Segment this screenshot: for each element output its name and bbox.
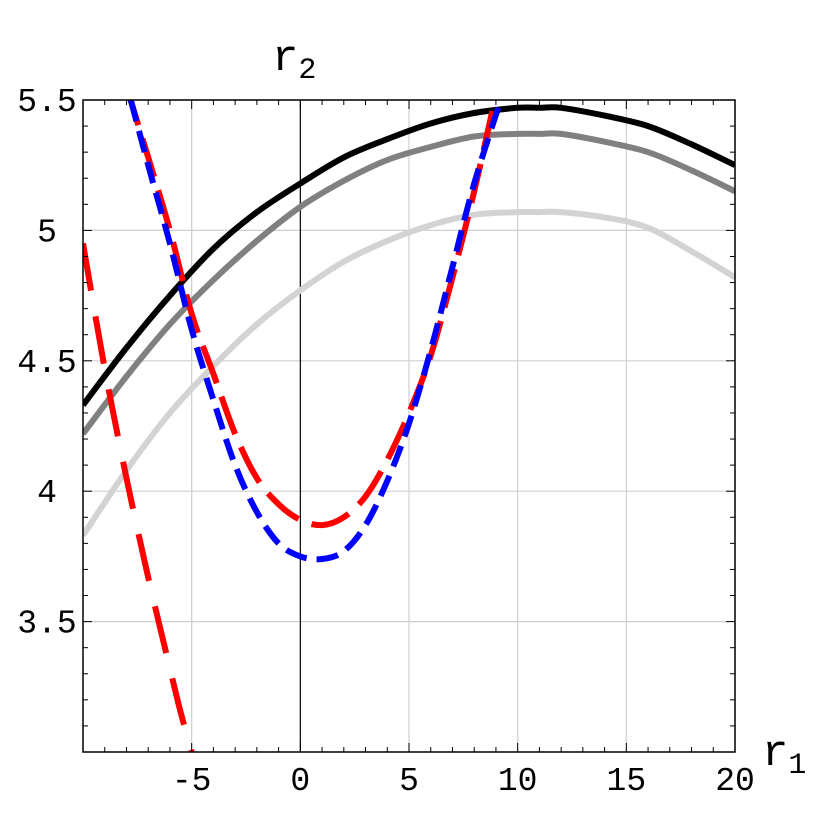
x-tick-label: 20 <box>715 763 755 800</box>
x-tick-label: 5 <box>399 763 419 800</box>
x-axis-title-main: r <box>762 729 788 779</box>
y-axis-title: r2 <box>272 34 316 88</box>
x-axis-title: r1 <box>762 729 806 783</box>
x-tick-label: 10 <box>498 763 538 800</box>
series-line-4 <box>127 100 498 529</box>
label-layer: -5 0 5 10 15 20 3.5 4 4.5 5 5.5 <box>17 84 755 800</box>
series-line-5 <box>127 100 504 563</box>
series-line-6 <box>83 242 195 752</box>
y-tick-label: 5 <box>37 214 57 251</box>
series-line-1 <box>83 104 735 407</box>
series-line-2 <box>83 130 735 436</box>
y-tick-label: 5.5 <box>17 84 76 121</box>
x-tick-label: 0 <box>290 763 310 800</box>
x-axis-title-sub: 1 <box>788 749 806 783</box>
y-tick-label: 4 <box>37 475 57 512</box>
y-axis-title-main: r <box>272 34 298 84</box>
y-tick-label: 4.5 <box>17 345 76 382</box>
x-tick-label: -5 <box>172 763 212 800</box>
series-line-3 <box>83 208 735 538</box>
tick-layer <box>82 99 736 753</box>
series-layer <box>83 100 735 752</box>
y-axis-title-sub: 2 <box>298 54 316 88</box>
y-tick-label: 3.5 <box>17 606 76 643</box>
x-tick-label: 15 <box>607 763 647 800</box>
